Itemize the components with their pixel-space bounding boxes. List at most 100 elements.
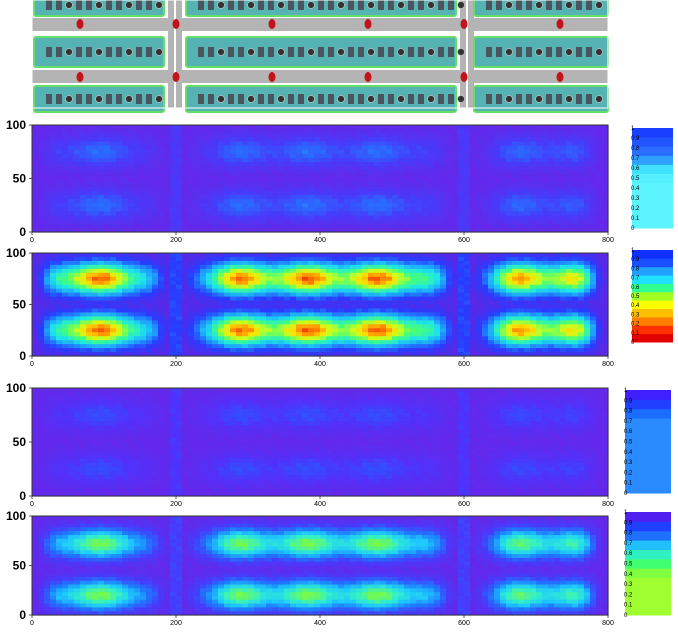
heatmap-cell (488, 288, 495, 294)
heatmap-cell (122, 137, 129, 143)
heatmap-cell (398, 348, 405, 353)
heatmap-cell (152, 141, 159, 147)
heatmap-cell (254, 133, 261, 138)
heatmap-cell (338, 268, 345, 274)
heatmap-cell (332, 276, 339, 282)
heatmap-cell (398, 157, 405, 163)
heatmap-cell (404, 284, 411, 290)
heatmap-cell (200, 149, 207, 155)
heatmap-cell (290, 162, 297, 167)
heatmap-cell (350, 280, 357, 286)
heatmap-cell (428, 182, 435, 188)
heatmap-cell (98, 129, 105, 134)
heatmap-cell (290, 260, 297, 266)
heatmap-cell (326, 292, 333, 298)
heatmap-cell (98, 137, 105, 143)
heatmap-cell (356, 133, 363, 138)
heatmap-cell (428, 272, 435, 278)
heatmap-cell (356, 336, 363, 341)
heatmap-cell (158, 203, 165, 208)
heatmap-cell (380, 308, 387, 314)
heatmap-cell (62, 227, 69, 233)
heatmap-cell (224, 304, 231, 310)
heatmap-cell (428, 199, 435, 204)
heatmap-cell (530, 207, 537, 213)
heatmap-cell (542, 292, 549, 298)
heatmap-cell (392, 296, 399, 302)
heatmap-cell (542, 215, 549, 221)
heatmap-cell (146, 157, 153, 163)
heatmap-cell (428, 219, 435, 225)
heatmap-cell (512, 260, 519, 266)
building-window-icon (505, 95, 513, 103)
heatmap-cell (146, 260, 153, 266)
heatmap-cell (488, 336, 495, 341)
heatmap-cell (578, 166, 585, 171)
heatmap-cell (494, 178, 501, 184)
heatmap-cell (236, 340, 243, 345)
heatmap-cell (236, 190, 243, 196)
heatmap-cell (134, 344, 141, 349)
heatmap-cell (170, 194, 177, 200)
heatmap-cell (116, 292, 123, 298)
heatmap-cell (398, 296, 405, 302)
heatmap-cell (344, 296, 351, 302)
heatmap-cell (482, 300, 489, 306)
heatmap-cell (104, 162, 111, 167)
heatmap-cell (392, 288, 399, 294)
heatmap-cell (158, 223, 165, 229)
heatmap-cell (92, 129, 99, 134)
heatmap-cell (152, 304, 159, 310)
heatmap-cell (92, 312, 99, 317)
heatmap-cell (32, 328, 39, 333)
heatmap-cell (530, 308, 537, 314)
heatmap-cell (302, 141, 309, 147)
heatmap-cell (506, 125, 513, 130)
building (546, 47, 552, 57)
heatmap-cell (542, 125, 549, 130)
heatmap-cell (536, 304, 543, 310)
heatmap-cell (134, 348, 141, 353)
heatmap-cell (392, 352, 399, 357)
heatmap-cell (440, 149, 447, 155)
heatmap-cell (56, 129, 63, 134)
heatmap-cell (248, 320, 255, 325)
heatmap-cell (98, 316, 105, 321)
heatmap-cell (512, 215, 519, 221)
heatmap-cell (434, 312, 441, 317)
heatmap-cell (158, 288, 165, 294)
heatmap-cell (128, 312, 135, 317)
heatmap-cell (470, 320, 477, 325)
heatmap-cell (554, 260, 561, 266)
heatmap-cell (164, 178, 171, 184)
heatmap-cell (530, 332, 537, 337)
heatmap-cell (296, 284, 303, 290)
heatmap-cell (380, 137, 387, 143)
heatmap-cell (56, 186, 63, 192)
heatmap-cell (158, 170, 165, 175)
heatmap-cell (566, 129, 573, 134)
heatmap-cell (62, 276, 69, 282)
heatmap-cell (182, 166, 189, 171)
heatmap-cell (260, 348, 267, 353)
heatmap-cell (50, 203, 57, 208)
heatmap-cell (440, 276, 447, 282)
heatmap-cell (206, 352, 213, 357)
heatmap-cell (110, 207, 117, 213)
heatmap-cell (230, 129, 237, 134)
heatmap-cell (206, 157, 213, 163)
heatmap-cell (434, 300, 441, 306)
heatmap-cell (314, 328, 321, 333)
heatmap-cell (404, 340, 411, 345)
heatmap-cell (278, 170, 285, 175)
heatmap-cell (314, 149, 321, 155)
heatmap-cell (320, 153, 327, 159)
heatmap-cell (368, 137, 375, 143)
heatmap-cell (374, 352, 381, 357)
heatmap-cell (134, 133, 141, 138)
heatmap-cell (194, 260, 201, 266)
heatmap-cell (302, 296, 309, 302)
horizontal-road (32, 70, 608, 83)
heatmap-cell (326, 352, 333, 357)
heatmap-cell (212, 320, 219, 325)
